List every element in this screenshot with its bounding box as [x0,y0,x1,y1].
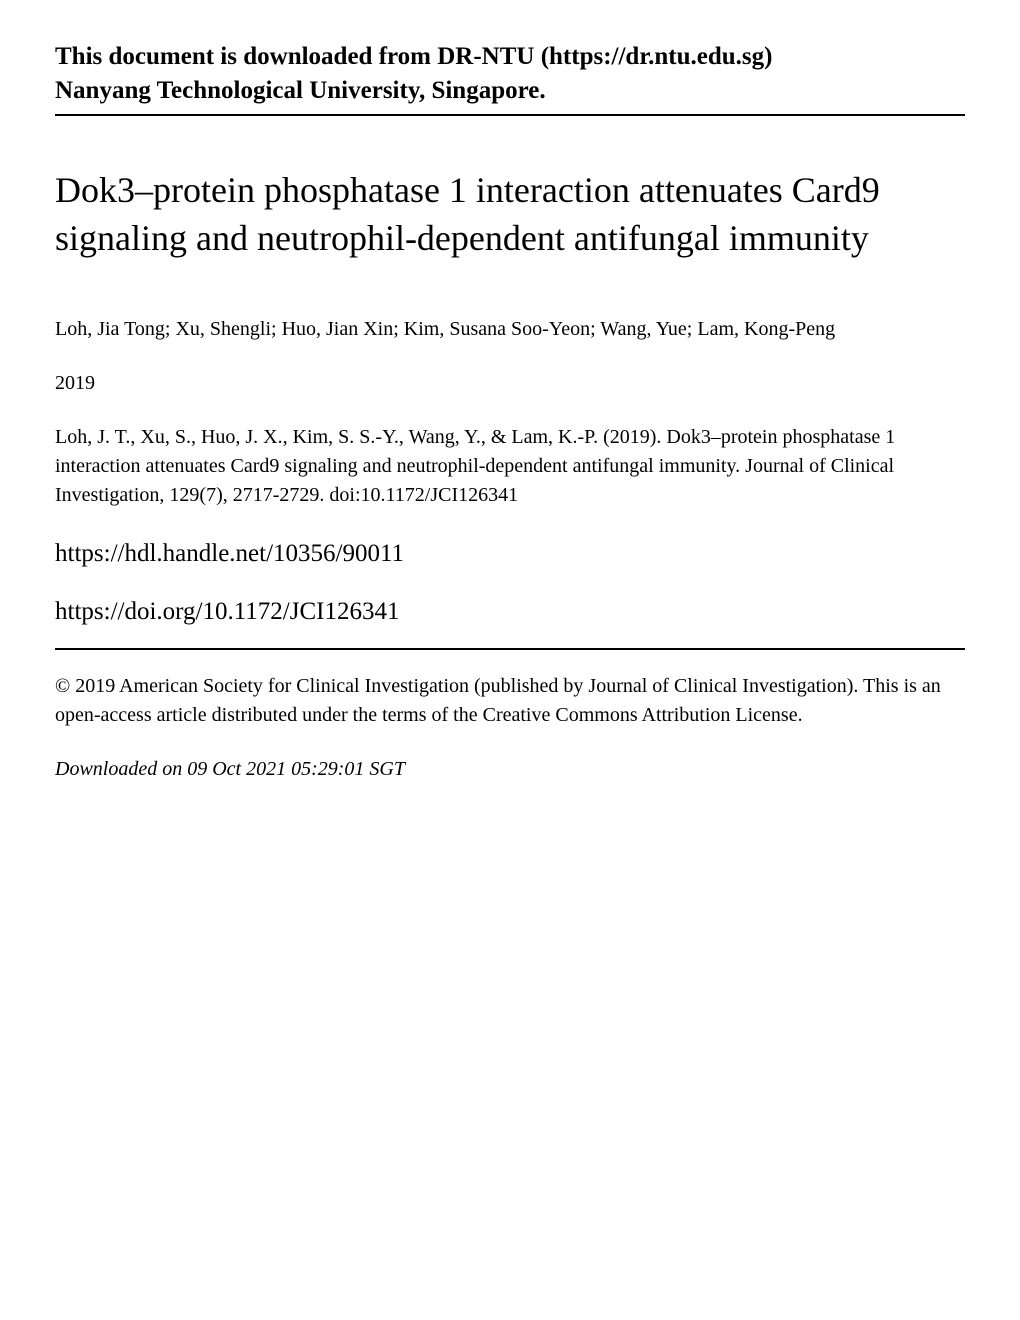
header-line-1: This document is downloaded from DR-NTU … [55,40,965,74]
handle-url[interactable]: https://hdl.handle.net/10356/90011 [55,540,965,568]
repository-header: This document is downloaded from DR-NTU … [55,40,965,116]
copyright-notice: © 2019 American Society for Clinical Inv… [55,672,965,730]
paper-title: Dok3–protein phosphatase 1 interaction a… [55,166,965,263]
authors-list: Loh, Jia Tong; Xu, Shengli; Huo, Jian Xi… [55,315,965,344]
publication-year: 2019 [55,372,965,395]
full-citation: Loh, J. T., Xu, S., Huo, J. X., Kim, S. … [55,423,965,510]
download-timestamp: Downloaded on 09 Oct 2021 05:29:01 SGT [55,758,965,781]
section-divider [55,648,965,650]
doi-url[interactable]: https://doi.org/10.1172/JCI126341 [55,598,965,626]
header-line-2: Nanyang Technological University, Singap… [55,74,965,108]
